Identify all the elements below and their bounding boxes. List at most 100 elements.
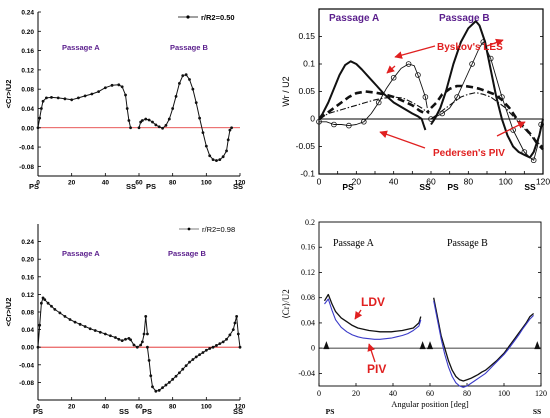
blade-marker-icon [323, 341, 330, 350]
data-point [188, 360, 191, 364]
data-point [164, 383, 168, 387]
data-point [98, 330, 102, 334]
y-tick-label: 0.24 [21, 10, 34, 17]
blade-side-label: PS [142, 407, 152, 416]
legend-marker [187, 227, 191, 231]
series-line [37, 84, 132, 128]
y-tick-label: 0.1 [303, 59, 315, 69]
blade-side-label: SS [524, 182, 536, 192]
data-point [230, 126, 233, 130]
y-axis-label: Wr / U2 [281, 76, 291, 106]
x-tick-label: 120 [536, 177, 550, 187]
data-point [208, 154, 212, 158]
y-tick-label: 0.12 [21, 67, 34, 74]
data-point [90, 92, 94, 96]
data-point [83, 325, 87, 328]
passage-a-label: Passage A [62, 249, 100, 258]
data-point [218, 158, 222, 162]
annotation-piv: PIV [367, 362, 386, 376]
data-point [228, 128, 232, 132]
y-tick-label: 0.20 [21, 257, 34, 264]
y-tick-label: 0.04 [21, 327, 34, 334]
data-point [117, 83, 121, 87]
data-point [45, 96, 48, 100]
data-point [171, 107, 175, 110]
series-line [318, 90, 430, 121]
x-tick-label: 80 [169, 404, 177, 411]
data-point [151, 120, 154, 124]
series-line [433, 297, 535, 382]
data-point [140, 340, 144, 344]
data-point [331, 121, 337, 128]
x-tick-label: 60 [135, 404, 143, 411]
data-point [70, 98, 74, 102]
y-tick-label: 0.2 [305, 218, 315, 227]
y-tick-label: 0 [311, 344, 315, 353]
data-point [120, 85, 124, 89]
series-line [323, 293, 422, 333]
y-tick-label: 0.00 [21, 125, 34, 132]
data-point [201, 351, 205, 354]
data-point [144, 117, 148, 121]
data-point [125, 107, 129, 110]
data-point [174, 374, 178, 378]
legend-label: r/R2=0.98 [202, 225, 235, 234]
data-point [198, 116, 202, 120]
blade-marker-icon [534, 341, 541, 350]
data-point [236, 332, 240, 336]
x-tick-label: 20 [68, 404, 76, 411]
data-point [36, 345, 40, 349]
y-tick-label: 0 [310, 114, 315, 124]
x-tick-label: 80 [463, 389, 471, 398]
data-point [63, 315, 67, 318]
data-point [108, 334, 112, 338]
blade-side-label: SS [233, 407, 243, 416]
data-point [132, 343, 136, 347]
x-tick-label: 100 [498, 389, 510, 398]
data-point [233, 321, 237, 325]
y-tick-label: 0.24 [21, 239, 34, 246]
data-point [68, 318, 72, 321]
y-tick-label: 0.08 [21, 310, 34, 317]
data-point [83, 94, 87, 98]
chart-panel-top-left: -0.08 -0.04 0.00 0.04 0.08 0.12 0.16 0.20 0.24 0 2… [4, 10, 246, 192]
x-tick-label: 0 [36, 180, 40, 187]
data-point [93, 329, 97, 332]
data-point [154, 123, 158, 127]
data-point [139, 343, 143, 347]
data-point [204, 144, 208, 148]
data-point [39, 107, 43, 110]
blade-side-label: SS [419, 182, 431, 192]
data-point [164, 123, 168, 127]
data-point [218, 342, 222, 346]
data-point [225, 149, 228, 153]
y-tick-label: 0.12 [301, 268, 315, 277]
data-point [228, 333, 232, 337]
data-point [530, 157, 537, 164]
data-point [361, 118, 367, 125]
series-line [318, 60, 427, 131]
y-tick-label: -0.05 [296, 141, 316, 151]
data-point [178, 371, 181, 375]
data-point [114, 336, 117, 339]
y-tick-label: -0.1 [300, 169, 315, 179]
x-tick-label: 60 [426, 177, 436, 187]
data-point [178, 81, 181, 85]
data-point [238, 345, 242, 349]
data-point [405, 61, 412, 67]
blade-side-label: PS [29, 182, 39, 191]
blade-side-label: PS [146, 182, 156, 191]
data-point [235, 315, 239, 318]
blade-side-label: PS [447, 182, 459, 192]
data-point [41, 99, 45, 103]
blade-side-label: SS [533, 407, 541, 416]
data-point [110, 83, 114, 87]
data-point [88, 327, 92, 331]
data-point [56, 96, 60, 100]
blade-side-label: PS [326, 407, 335, 416]
data-point [428, 116, 434, 122]
annotation-arrow [486, 38, 504, 47]
data-point [181, 367, 185, 371]
y-axis-label: <Cr>/U2 [4, 298, 13, 327]
